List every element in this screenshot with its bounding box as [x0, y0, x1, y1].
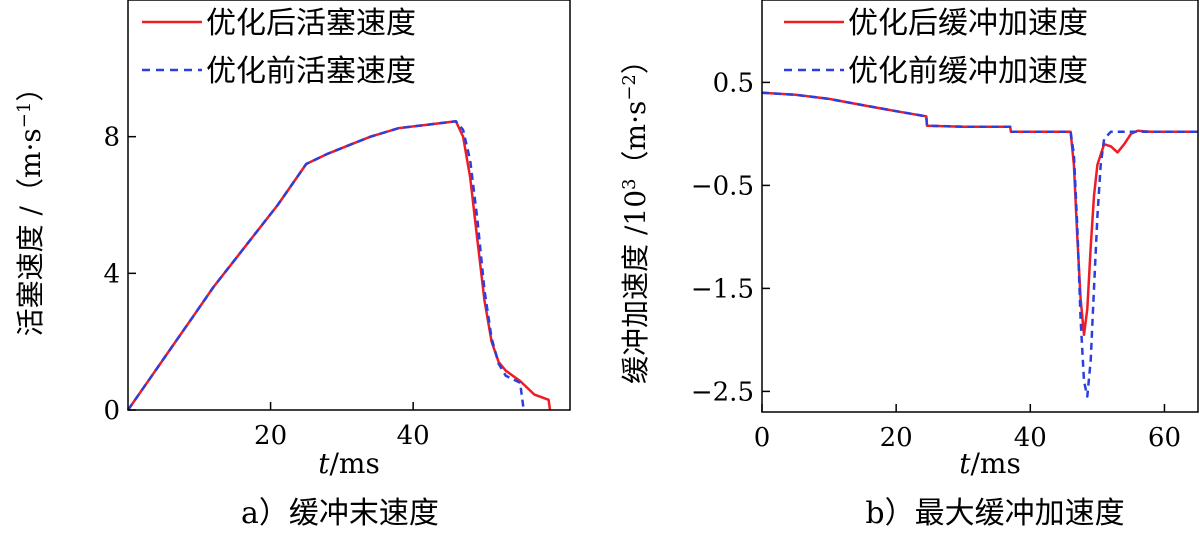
chart-a-legend-label-original: 优化前活塞速度 [206, 54, 416, 89]
chart-b-legend-label-original: 优化前缓冲加速度 [848, 54, 1088, 89]
chart-b-series-group [761, 91, 1198, 398]
chart-b-y-tick-label: −0.5 [691, 171, 754, 201]
chart-b-x-tick-label: 40 [1014, 423, 1047, 453]
chart-b-y-tick-label: 0.5 [713, 68, 754, 98]
chart-a-plot-frame [127, 0, 571, 411]
chart-b: 0 20 40 60 0.5 −0.5 −1.5 −2.5 优化后缓冲加速度 优化前缓冲加速度… [619, 0, 1199, 531]
chart-b-legend-label-optimized: 优化后缓冲加速度 [848, 6, 1088, 41]
chart-a-series-line-original [126, 120, 525, 411]
chart-b-x-tick-label: 0 [754, 423, 771, 453]
chart-b-y-tick-label: −2.5 [691, 377, 754, 407]
chart-a-x-tick-label: 40 [397, 421, 430, 451]
chart-b-x-tick-label: 20 [880, 423, 913, 453]
chart-b-series-line-optimized [761, 91, 1198, 337]
chart-b-ticks-group: 0 20 40 60 0.5 −0.5 −1.5 −2.5 [691, 68, 1181, 453]
chart-a-legend-label-optimized: 优化后活塞速度 [206, 6, 416, 41]
chart-a: 20 40 0 4 8 优化后活塞速度 优化前活塞速度 活塞速度 /（m·s−1） t/… [14, 0, 571, 531]
chart-b-caption: b）最大缓冲加速度 [865, 496, 1124, 531]
chart-a-y-tick-label: 8 [103, 123, 120, 153]
chart-b-y-axis-title: 缓冲加速度 /103（m·s−2） [619, 46, 652, 384]
chart-b-y-tick-label: −1.5 [691, 274, 754, 304]
chart-b-plot-frame [761, 0, 1199, 413]
chart-a-series-group [126, 120, 552, 411]
chart-a-x-axis-title: t/ms [318, 447, 380, 480]
chart-b-x-tick-label: 60 [1148, 423, 1181, 453]
chart-a-y-tick-label: 4 [103, 259, 120, 289]
chart-a-caption: a）缓冲末速度 [241, 496, 439, 531]
chart-a-x-tick-label: 20 [254, 421, 287, 451]
chart-b-x-axis-title: t/ms [959, 447, 1021, 480]
chart-a-ticks-group: 20 40 0 4 8 [103, 123, 429, 451]
chart-a-y-tick-label: 0 [103, 396, 120, 426]
chart-a-series-line-optimized [126, 120, 552, 411]
chart-b-series-line-original [761, 91, 1198, 398]
chart-a-y-axis-title: 活塞速度 /（m·s−1） [14, 74, 47, 337]
